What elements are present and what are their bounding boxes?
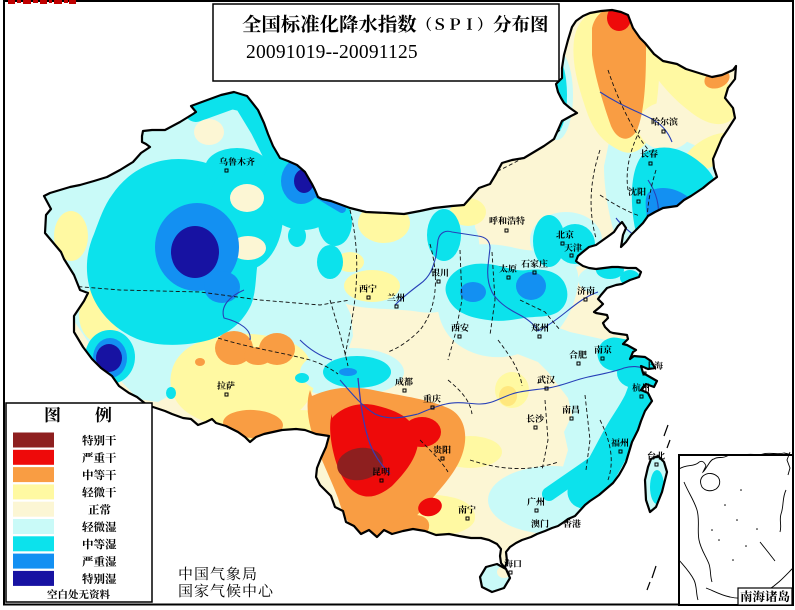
svg-text:20091019--20091125: 20091019--20091125 (246, 42, 418, 63)
